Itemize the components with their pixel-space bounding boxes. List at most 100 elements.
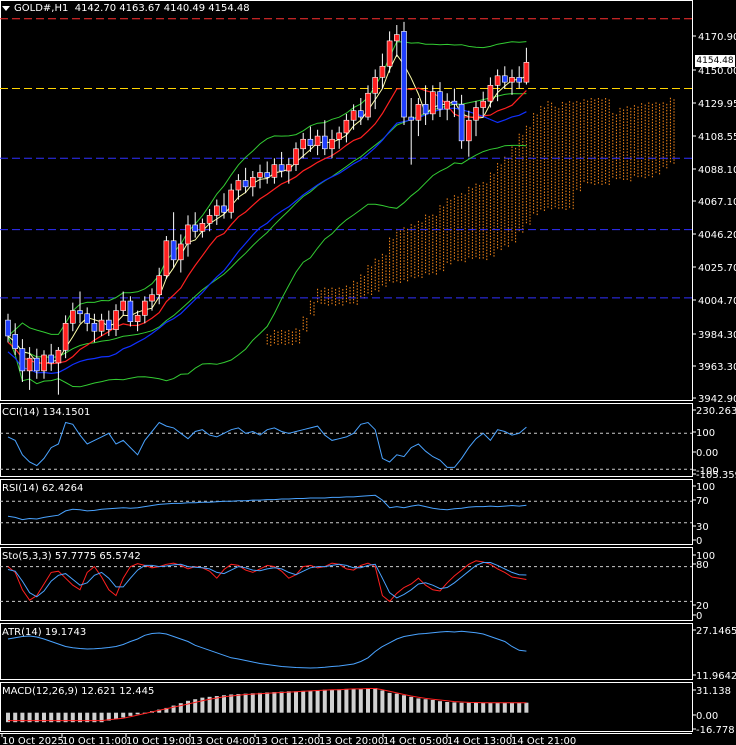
ma-blue <box>7 107 527 375</box>
price-tick-label: 4088.10 <box>698 165 736 176</box>
dropdown-arrow-icon[interactable] <box>2 5 10 11</box>
candle-body <box>437 91 443 110</box>
candle-body <box>178 243 184 261</box>
macd-bar <box>373 688 378 713</box>
macd-bar <box>135 712 140 715</box>
candle-body <box>357 110 364 118</box>
panel-frame-3 <box>0 547 693 621</box>
macd-bar <box>474 702 478 713</box>
price-tick-label: 4150.00 <box>698 66 736 77</box>
macd-bar <box>459 702 464 713</box>
candle-body <box>408 116 415 121</box>
macd-bar <box>351 688 356 713</box>
macd-name: MACD(12,26,9) <box>2 686 78 697</box>
cci-tick-label: 230.2637 <box>696 406 736 417</box>
candle-body <box>285 164 292 172</box>
candle-body <box>77 310 83 315</box>
macd-bar <box>272 692 277 713</box>
macd-signal-line <box>8 688 527 722</box>
price-tick-label: 4170.90 <box>698 32 736 43</box>
time-label: 10 Oct 2025 <box>2 736 64 745</box>
macd-tick-label: 31.138 <box>696 686 731 697</box>
rsi-tick-label: 0 <box>696 536 702 547</box>
rsi-tick-label: 30 <box>696 522 709 533</box>
candle-body <box>5 319 11 337</box>
sto-d-line <box>7 562 527 599</box>
candle-body <box>473 107 479 121</box>
macd-bar <box>452 702 457 713</box>
macd-bar <box>27 712 32 723</box>
cci-tick-label: -105.3592 <box>696 470 736 481</box>
candle-body <box>307 138 314 146</box>
macd-tick-label: -16.778 <box>696 725 735 736</box>
candle-body <box>149 294 155 302</box>
cci-tick-label: 100 <box>696 428 715 439</box>
time-label: 14 Oct 05:00 <box>383 736 448 745</box>
macd-bar <box>495 702 500 713</box>
price-tick-label: 4046.20 <box>698 230 736 241</box>
candle-body <box>444 100 451 110</box>
cci-label: CCI(14) 134.1501 <box>2 407 90 419</box>
candle-body <box>379 65 386 78</box>
macd-bar <box>430 700 435 713</box>
atr-tick-label: 27.1465 <box>696 626 736 637</box>
sto-value: 57.7775 65.5742 <box>54 551 141 562</box>
macd-bar <box>286 691 291 713</box>
candle-body <box>62 322 69 351</box>
candle-body <box>278 164 285 172</box>
panel-frame-5 <box>0 682 693 732</box>
price-tick-label: 4108.55 <box>698 132 736 143</box>
rsi-tick-label: 100 <box>696 482 715 493</box>
candle-body <box>250 177 256 188</box>
macd-bar <box>128 712 133 716</box>
candle-body <box>329 138 335 150</box>
bollinger-upper <box>7 41 527 337</box>
candle-body <box>264 172 271 178</box>
price-tick-label: 4004.70 <box>698 296 736 307</box>
atr-value: 19.1743 <box>44 627 87 638</box>
macd-bar <box>193 699 198 713</box>
cci-value: 134.1501 <box>42 407 91 418</box>
atr-tick-label: 11.9642 <box>696 671 736 682</box>
candle-body <box>156 275 162 296</box>
candle-body <box>113 310 119 330</box>
atr-name: ATR(14) <box>2 627 42 638</box>
bollinger-lower <box>7 144 527 388</box>
candle-body <box>494 75 501 86</box>
macd-bar <box>301 690 306 713</box>
rsi-label: RSI(14) 62.4264 <box>2 483 83 495</box>
macd-bar <box>517 702 522 713</box>
macd-bar <box>121 712 126 718</box>
macd-bar <box>344 688 349 713</box>
candle-body <box>429 91 436 115</box>
candle-body <box>343 119 350 134</box>
macd-bar <box>171 705 176 713</box>
macd-bar <box>200 697 205 713</box>
macd-bar <box>214 696 219 713</box>
candle-body <box>70 310 76 324</box>
candle-body <box>242 180 249 188</box>
price-tick-label: 4129.95 <box>698 99 736 110</box>
candle-body <box>372 77 379 94</box>
macd-bar <box>380 690 385 713</box>
sto-label: Sto(5,3,3) 57.7775 65.5742 <box>2 551 141 563</box>
price-tick-label: 4067.10 <box>698 197 736 208</box>
time-label: 14 Oct 13:00 <box>447 736 512 745</box>
time-label: 14 Oct 21:00 <box>511 736 576 745</box>
candle-body <box>120 300 126 311</box>
candle-body <box>19 348 26 372</box>
candle-body <box>350 110 357 121</box>
sto-tick-label: 100 <box>696 551 715 562</box>
macd-bar <box>250 693 255 713</box>
rsi-tick-label: 70 <box>696 496 709 507</box>
macd-bar <box>222 695 226 713</box>
macd-bar <box>330 689 334 713</box>
macd-histogram <box>6 688 529 723</box>
candle-body <box>98 319 105 332</box>
macd-bar <box>49 712 54 723</box>
macd-bar <box>394 693 399 713</box>
macd-bar <box>157 709 162 713</box>
candle-body <box>185 224 191 245</box>
macd-bar <box>207 696 212 713</box>
